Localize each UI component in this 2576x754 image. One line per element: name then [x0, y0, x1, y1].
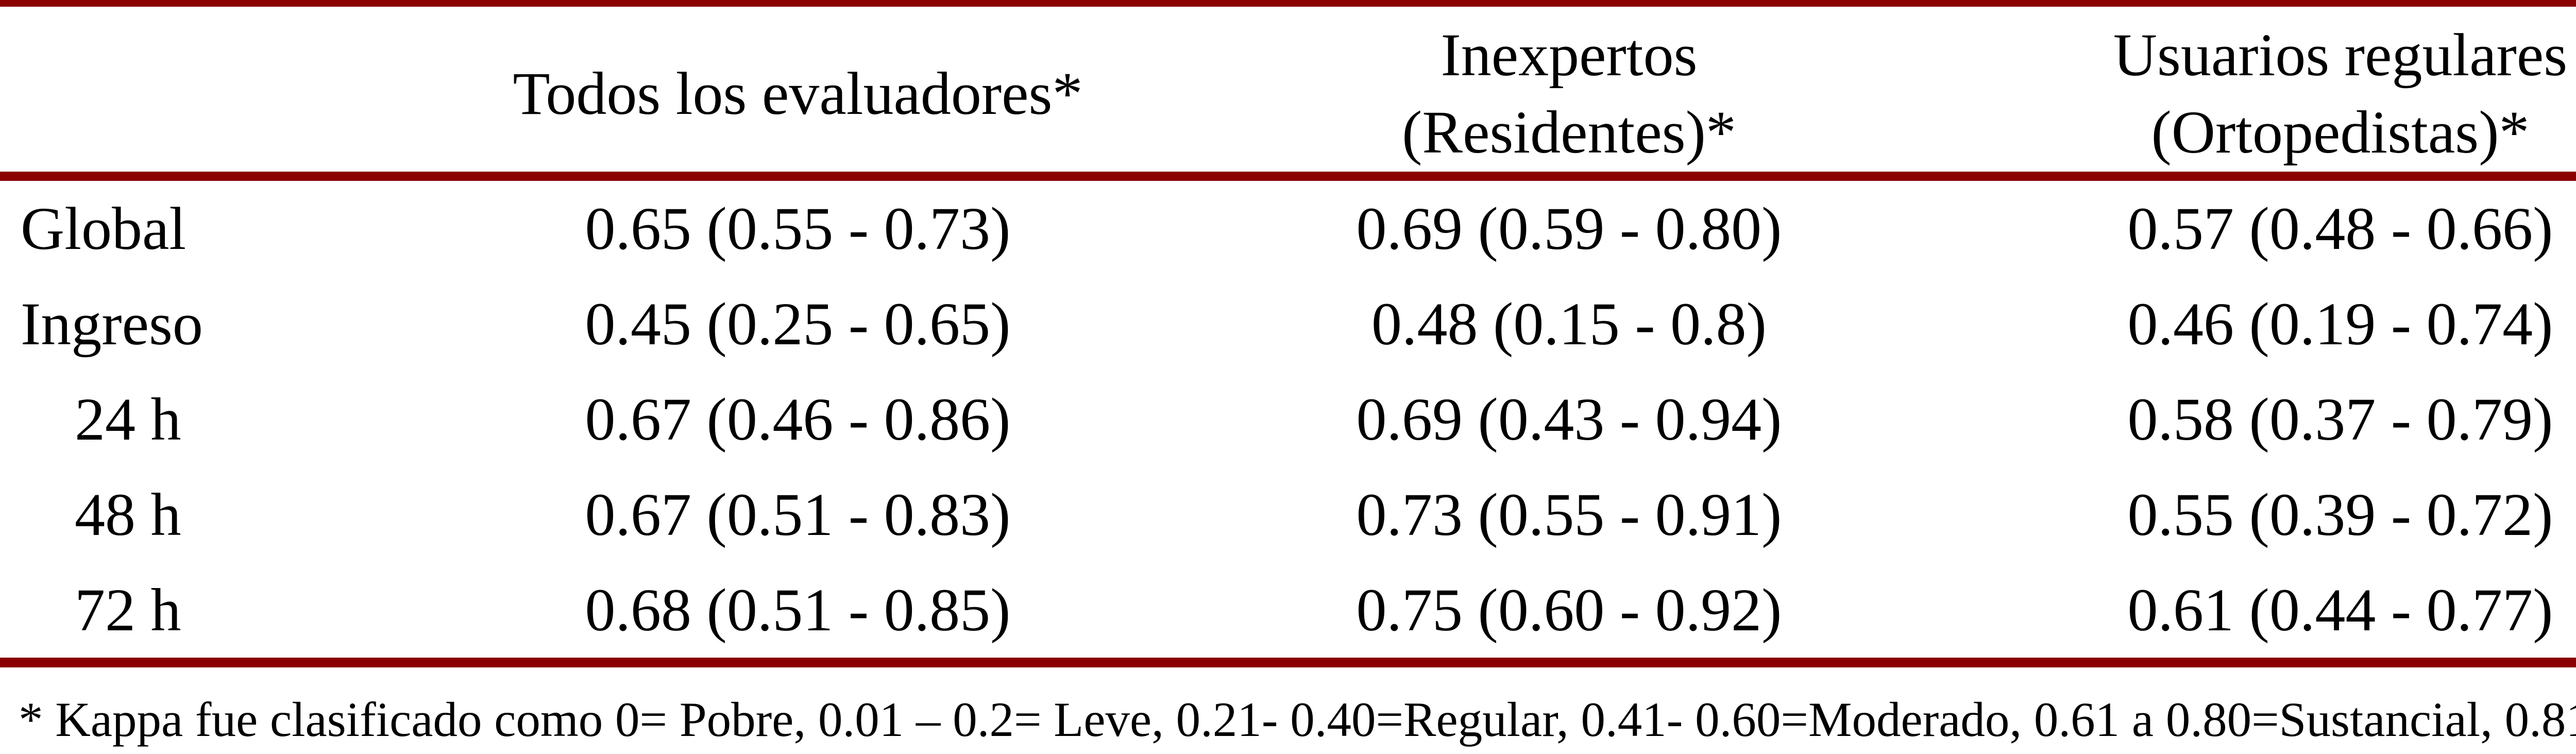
row-label: 24 h [75, 385, 181, 453]
row-label: 72 h [75, 576, 181, 644]
header-row: Todos los evaluadores* Inexpertos (Resid… [0, 3, 2576, 181]
kappa-agreement-table: Todos los evaluadores* Inexpertos (Resid… [0, 0, 2576, 667]
kappa-cell: 0.69 (0.43 - 0.94) [1356, 385, 1782, 453]
kappa-cell: 0.67 (0.51 - 0.83) [585, 480, 1011, 548]
table-row-24h: 24 h 0.67 (0.46 - 0.86) 0.69 (0.43 - 0.9… [0, 372, 2576, 467]
table-body: Global 0.65 (0.55 - 0.73) 0.69 (0.59 - 0… [0, 176, 2576, 663]
kappa-cell: 0.55 (0.39 - 0.72) [2127, 480, 2553, 548]
header-line: (Ortopedistas)* [2151, 98, 2530, 166]
header-cell-empty [0, 3, 412, 181]
header-cell-usuarios-regulares: Usuarios regulares (Ortopedistas)* [1955, 3, 2576, 181]
table-row-72h: 72 h 0.68 (0.51 - 0.85) 0.75 (0.60 - 0.9… [0, 562, 2576, 663]
kappa-cell: 0.75 (0.60 - 0.92) [1356, 576, 1782, 644]
header-line: Inexpertos [1440, 21, 1698, 89]
kappa-cell: 0.57 (0.48 - 0.66) [2127, 194, 2553, 262]
kappa-cell: 0.45 (0.25 - 0.65) [585, 290, 1011, 358]
row-label: 48 h [75, 480, 181, 548]
header-cell-todos-los-evaluadores: Todos los evaluadores* [412, 3, 1183, 181]
kappa-cell: 0.58 (0.37 - 0.79) [2127, 385, 2553, 453]
kappa-cell: 0.73 (0.55 - 0.91) [1356, 480, 1782, 548]
kappa-cell: 0.68 (0.51 - 0.85) [585, 576, 1011, 644]
header-line: Todos los evaluadores* [513, 60, 1083, 127]
header-line: Usuarios regulares [2113, 21, 2568, 89]
row-label: Global [21, 194, 187, 262]
kappa-classification-footnote: * Kappa fue clasificado como 0= Pobre, 0… [19, 692, 2576, 747]
kappa-cell: 0.69 (0.59 - 0.80) [1356, 194, 1782, 262]
row-label: Ingreso [21, 290, 203, 358]
kappa-cell: 0.61 (0.44 - 0.77) [2127, 576, 2553, 644]
kappa-cell: 0.67 (0.46 - 0.86) [585, 385, 1011, 453]
kappa-cell: 0.48 (0.15 - 0.8) [1371, 290, 1767, 358]
kappa-cell: 0.46 (0.19 - 0.74) [2127, 290, 2553, 358]
kappa-cell: 0.65 (0.55 - 0.73) [585, 194, 1011, 262]
table-row-ingreso: Ingreso 0.45 (0.25 - 0.65) 0.48 (0.15 - … [0, 276, 2576, 372]
table-row-48h: 48 h 0.67 (0.51 - 0.83) 0.73 (0.55 - 0.9… [0, 467, 2576, 562]
table-header: Todos los evaluadores* Inexpertos (Resid… [0, 3, 2576, 181]
table-row-global: Global 0.65 (0.55 - 0.73) 0.69 (0.59 - 0… [0, 176, 2576, 276]
header-line: (Residentes)* [1402, 98, 1736, 166]
header-cell-inexpertos: Inexpertos (Residentes)* [1183, 3, 1955, 181]
